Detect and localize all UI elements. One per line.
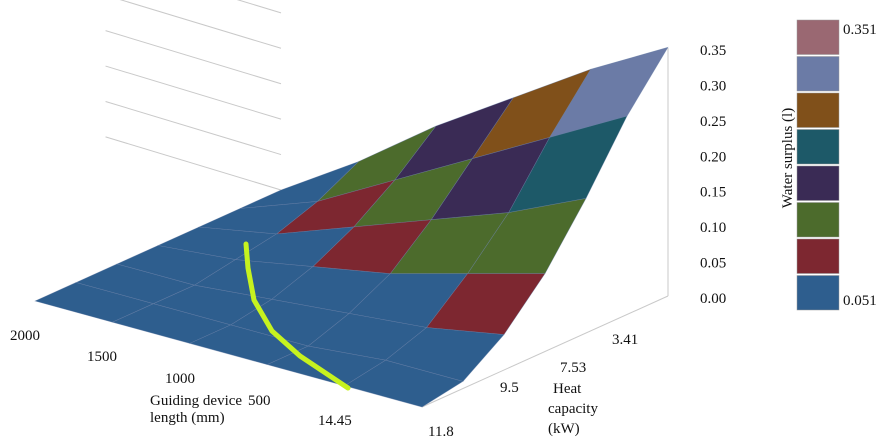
x-axis-title: Guiding device — [150, 393, 242, 409]
legend-swatch — [796, 165, 840, 201]
legend-swatches — [796, 19, 840, 311]
contour-line — [243, 241, 351, 391]
y-axis-ticks: 14.45 11.8 9.5 7.53 3.41 — [318, 332, 638, 440]
z-tick-label: 0.20 — [700, 149, 726, 165]
legend-swatch — [796, 275, 840, 311]
gridline — [119, 0, 282, 49]
legend-title: Water surplus (l) — [780, 108, 796, 208]
x-tick-label: 500 — [248, 393, 271, 409]
legend-swatch — [796, 92, 840, 128]
y-axis-title-line2: capacity — [548, 401, 598, 417]
legend-swatch — [796, 129, 840, 165]
z-tick-label: 0.00 — [700, 291, 726, 307]
z-tick-label: 0.15 — [700, 185, 726, 201]
x-tick-label: 1000 — [165, 371, 195, 387]
z-tick-label: 0.30 — [700, 78, 726, 94]
legend-max-label: 0.351 — [843, 22, 877, 38]
gridlines — [105, 0, 669, 408]
z-tick-label: 0.35 — [700, 43, 726, 59]
x-tick-label: 1500 — [87, 349, 117, 365]
y-tick-label: 7.53 — [560, 360, 586, 376]
legend-swatch — [796, 56, 840, 92]
x-tick-label: 2000 — [10, 328, 40, 344]
axis-floor-edge — [421, 295, 669, 408]
z-tick-label: 0.05 — [700, 256, 726, 272]
y-axis-title-line3: (kW) — [548, 421, 580, 437]
y-tick-label: 3.41 — [612, 332, 638, 348]
gridline — [236, 0, 282, 14]
gridline — [105, 65, 282, 120]
y-tick-label: 9.5 — [500, 380, 519, 396]
gridline — [105, 30, 282, 85]
z-tick-label: 0.10 — [700, 220, 726, 236]
x-axis-ticks: 2000 1500 1000 500 — [10, 328, 271, 409]
z-axis-ticks: 0.00 0.05 0.10 0.15 0.20 0.25 0.30 0.35 — [700, 43, 726, 307]
y-axis-title: Heat — [553, 381, 582, 397]
surface — [34, 46, 669, 408]
gridline — [105, 136, 282, 191]
color-legend: 0.351 0.051 Water surplus (l) — [780, 19, 877, 311]
legend-swatch — [796, 202, 840, 238]
surface-facet — [343, 359, 464, 408]
z-tick-label: 0.25 — [700, 114, 726, 130]
legend-swatch — [796, 19, 840, 55]
gridline — [105, 100, 282, 156]
y-tick-label: 11.8 — [428, 424, 454, 440]
legend-min-label: 0.051 — [843, 293, 877, 309]
x-axis-title-line2: length (mm) — [150, 410, 225, 426]
y-tick-label: 14.45 — [318, 413, 352, 429]
legend-swatch — [796, 238, 840, 274]
